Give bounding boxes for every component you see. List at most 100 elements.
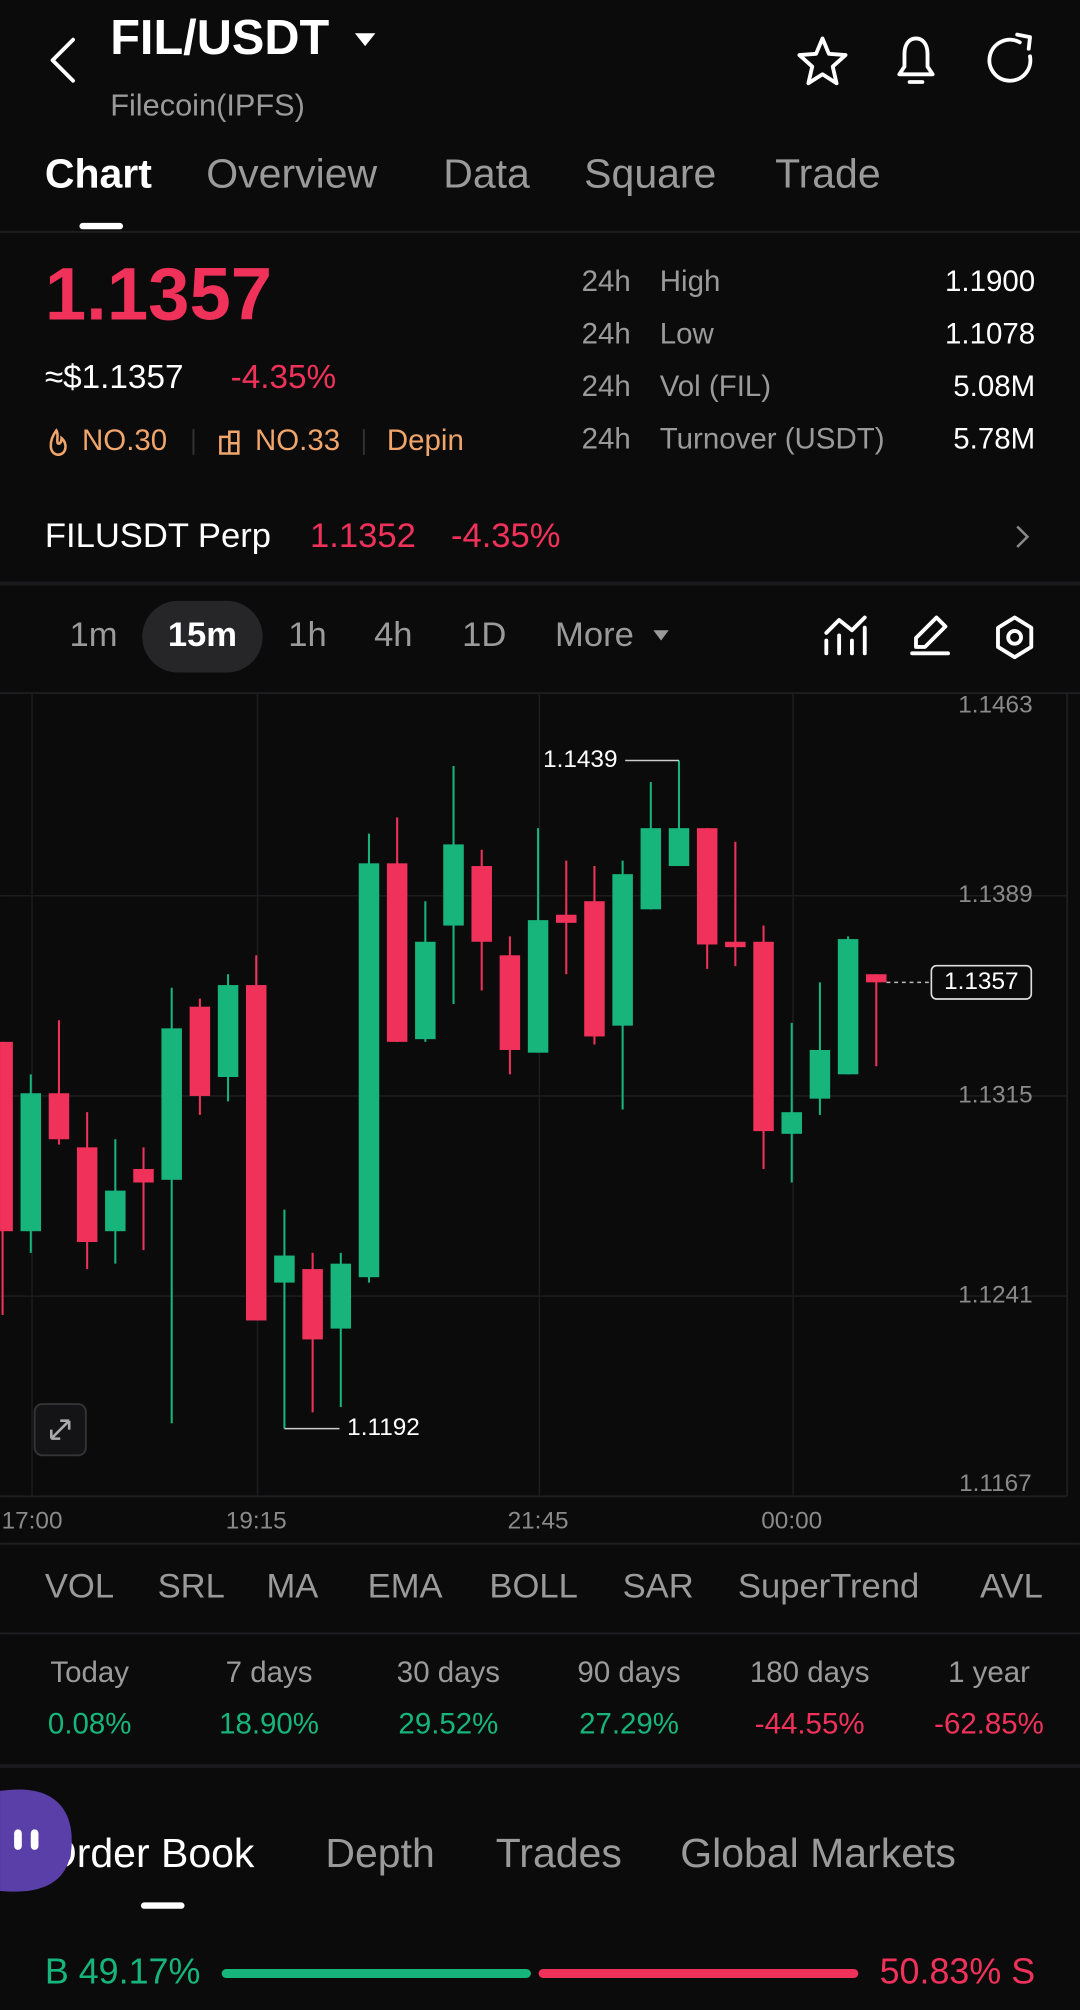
performance-period: Today — [50, 1656, 129, 1689]
interval[interactable]: 1D — [462, 616, 506, 654]
divider — [0, 1764, 1080, 1768]
back-button[interactable] — [50, 37, 75, 83]
favorite-icon[interactable] — [797, 36, 848, 86]
order-tab[interactable]: Depth — [325, 1830, 434, 1876]
candlestick-chart[interactable]: 1.1167 1.1241 1.1315 1.1389 1.1463 17:00 19:15… — [0, 691, 1068, 1534]
refresh-icon[interactable] — [987, 32, 1033, 83]
tab[interactable]: Chart — [45, 151, 152, 197]
perp-price: 1.1352 — [310, 517, 416, 555]
indicator[interactable]: SAR — [623, 1568, 694, 1606]
interval[interactable]: More — [555, 616, 634, 654]
interval[interactable]: 1m — [70, 616, 118, 654]
stat-period: 24h — [582, 265, 631, 298]
interval-bar: 1m 15m 1h 4h 1D More — [70, 600, 669, 673]
indicator-icon[interactable] — [824, 615, 867, 656]
interval-dropdown — [653, 630, 669, 641]
performance-change: -44.55% — [755, 1707, 865, 1740]
indicator[interactable]: EMA — [368, 1568, 443, 1606]
order-tab[interactable]: Trades — [496, 1830, 622, 1876]
last-price-label: 1.1357 — [944, 968, 1018, 995]
interval-selected — [142, 600, 263, 673]
tab-indicator — [79, 222, 124, 230]
indicator[interactable]: AVL — [980, 1568, 1043, 1606]
candle-body — [274, 1255, 295, 1283]
usd-price: ≈$1.1357 — [45, 359, 184, 396]
last-price-box — [930, 964, 1033, 1000]
performance-period: 180 days — [750, 1656, 870, 1689]
tab[interactable]: Data — [443, 151, 530, 197]
indicator[interactable]: MA — [266, 1568, 318, 1606]
stat-period: 24h — [582, 317, 631, 350]
x-tick-label: 19:15 — [226, 1507, 287, 1534]
perp-change: -4.35% — [451, 517, 561, 555]
candle-body — [161, 1028, 182, 1180]
candle-body — [0, 1041, 13, 1232]
assistant-icon — [30, 1829, 39, 1850]
performance-period: 30 days — [397, 1656, 500, 1689]
performance-change: -62.85% — [934, 1707, 1044, 1740]
stat-value: 1.1078 — [945, 317, 1035, 350]
tab[interactable]: Square — [584, 151, 716, 197]
high-annotation: 1.1439 — [543, 746, 617, 773]
gain-rank[interactable]: NO.33 — [255, 424, 340, 457]
stat-period: 24h — [582, 370, 631, 403]
candle-body — [556, 914, 577, 923]
candle-body — [133, 1168, 154, 1183]
y-tick-label: 1.1315 — [958, 1081, 1032, 1108]
candle-body — [415, 941, 436, 1040]
indicator[interactable]: SRL — [158, 1568, 225, 1606]
performance-period: 1 year — [948, 1656, 1030, 1689]
buy-sell-ratio: B 49.17% 50.83% S — [45, 1952, 1035, 1992]
interval[interactable]: 4h — [374, 616, 412, 654]
pair-title[interactable]: FIL/USDT — [110, 11, 329, 65]
order-tab[interactable]: Global Markets — [680, 1830, 956, 1876]
performance-change: 29.52% — [398, 1707, 498, 1740]
plot-area — [0, 760, 887, 1429]
divider — [0, 581, 1080, 586]
performance-period: 7 days — [226, 1656, 313, 1689]
interval[interactable]: 15m — [168, 616, 237, 654]
candle-body — [866, 974, 887, 983]
indicator[interactable]: SuperTrend — [738, 1568, 919, 1606]
candle-body — [612, 874, 633, 1026]
gain-icon — [219, 430, 240, 455]
y-tick-label: 1.1389 — [958, 881, 1032, 908]
order-tab[interactable]: Order Book — [45, 1830, 255, 1876]
x-tick-label: 21:45 — [508, 1507, 569, 1534]
perp-name[interactable]: FILUSDT Perp — [45, 517, 271, 555]
candle-body — [471, 866, 492, 942]
sector-tag[interactable]: Depin — [387, 424, 464, 457]
performance-change: 0.08% — [48, 1707, 132, 1740]
candle-body — [527, 920, 549, 1053]
candle-body — [725, 941, 746, 948]
assistant-icon — [14, 1829, 22, 1850]
candle-body — [668, 828, 690, 867]
last-price: 1.1357 — [45, 252, 272, 335]
stat-period: 24h — [582, 422, 631, 455]
candle-body — [584, 901, 605, 1037]
pair-dropdown[interactable] — [354, 33, 376, 47]
pair-name: Filecoin(IPFS) — [110, 88, 305, 123]
hot-icon — [49, 428, 67, 457]
tab[interactable]: Overview — [206, 151, 377, 197]
candle-body — [753, 941, 774, 1132]
stats-panel: 24h High 1.1900 24h Low 1.1078 24h Vol (FIL) 5.0… — [582, 265, 1035, 456]
settings-icon[interactable] — [996, 615, 1034, 660]
performance-row: Today 0.08% 7 days 18.90% 30 days 29.52% 90 da… — [48, 1656, 1044, 1740]
indicator[interactable]: VOL — [45, 1568, 114, 1606]
stat-value: 1.1900 — [945, 265, 1035, 298]
buy-ratio: B 49.17% — [45, 1952, 201, 1992]
alert-icon[interactable] — [897, 36, 935, 84]
hot-rank[interactable]: NO.30 — [82, 424, 167, 457]
candle-body — [781, 1112, 802, 1134]
perp-chevron[interactable] — [1016, 525, 1030, 548]
candle-body — [189, 1006, 211, 1096]
tab[interactable]: Trade — [775, 151, 881, 197]
order-tab-bar: Order Book Depth Trades Global Markets — [45, 1830, 956, 1909]
y-tick-label: 1.1167 — [959, 1470, 1032, 1497]
indicator[interactable]: BOLL — [489, 1568, 577, 1606]
y-tick-label: 1.1463 — [958, 691, 1032, 718]
interval[interactable]: 1h — [288, 616, 326, 654]
draw-icon[interactable] — [910, 615, 950, 656]
